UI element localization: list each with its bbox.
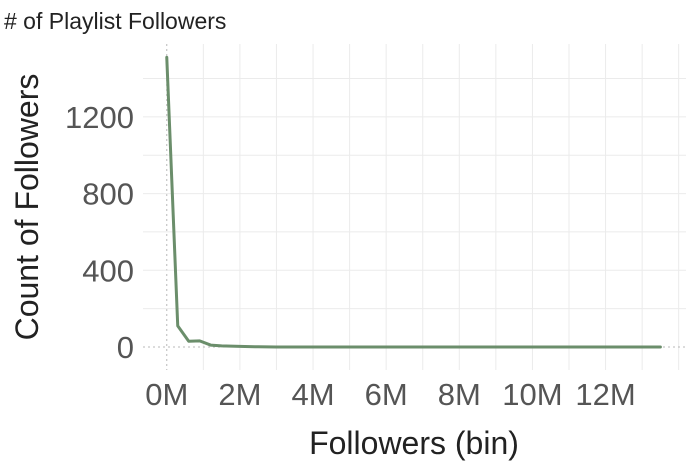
- y-tick-label: 0: [117, 330, 134, 365]
- y-tick-label: 400: [82, 253, 134, 288]
- x-tick-label: 10M: [502, 377, 562, 412]
- x-tick-label: 4M: [291, 377, 334, 412]
- x-axis-title: Followers (bin): [309, 425, 519, 461]
- x-tick-label: 8M: [438, 377, 481, 412]
- x-tick-label: 0M: [145, 377, 188, 412]
- y-tick-label: 800: [82, 177, 134, 212]
- y-axis-title: Count of Followers: [9, 74, 45, 341]
- y-tick-label: 1200: [65, 100, 134, 135]
- x-tick-label: 6M: [365, 377, 408, 412]
- x-tick-label: 2M: [218, 377, 261, 412]
- series-layer: [165, 55, 662, 349]
- grid-layer: [143, 44, 686, 370]
- x-tick-label: 12M: [575, 377, 635, 412]
- series-line: [165, 55, 662, 349]
- tick-layer: 0M 2M 4M 6M 8M 10M 12M 0 400 800 1200: [65, 100, 636, 412]
- chart-title: # of Playlist Followers: [4, 8, 227, 34]
